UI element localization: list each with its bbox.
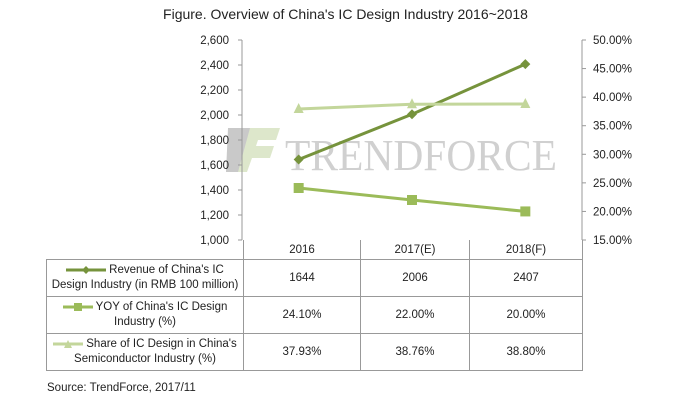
data-point-diamond <box>520 59 531 70</box>
table-cell: 2006 <box>360 259 470 297</box>
left-tick-label: 1,600 <box>200 160 229 172</box>
left-tick-label: 1,200 <box>200 210 229 222</box>
data-point-triangle <box>520 98 531 108</box>
data-point-square <box>520 206 531 217</box>
right-tick-label: 50.00% <box>593 35 632 47</box>
right-tick-label: 25.00% <box>593 178 632 190</box>
table-cell: 2407 <box>469 259 583 297</box>
right-tick-label: 15.00% <box>593 235 632 247</box>
legend-share: Share of IC Design in China's Semiconduc… <box>46 333 244 371</box>
legend-yoy: YOY of China's IC Design Industry (%) <box>46 296 244 334</box>
data-table: 2016 2017(E) 2018(F) Revenue of China's … <box>46 240 583 371</box>
left-tick-label: 2,000 <box>200 110 229 122</box>
table-cell: 24.10% <box>243 296 361 334</box>
data-point-triangle <box>293 102 304 113</box>
left-tick-label: 2,600 <box>200 35 229 47</box>
watermark-logo: TRENDFORCE <box>226 128 557 180</box>
table-cell: 22.00% <box>360 296 470 334</box>
chart-title: Figure. Overview of China's IC Design In… <box>163 6 528 22</box>
data-point-square <box>407 195 417 205</box>
column-header: 2018(F) <box>469 240 583 260</box>
right-tick-label: 30.00% <box>593 149 632 161</box>
table-cell: 38.80% <box>469 333 583 371</box>
table-row: Revenue of China's IC Design Industry (i… <box>46 259 583 297</box>
left-tick-label: 1,400 <box>200 185 229 197</box>
data-point-diamond <box>293 154 304 165</box>
left-tick-label: 1,000 <box>200 235 229 247</box>
table-cell: 1644 <box>243 259 361 297</box>
table-cell: 37.93% <box>243 333 361 371</box>
data-point-diamond <box>407 109 417 120</box>
table-cell: 20.00% <box>469 296 583 334</box>
left-tick-label: 1,800 <box>200 135 229 147</box>
right-tick-label: 35.00% <box>593 121 632 133</box>
right-tick-label: 45.00% <box>593 64 632 76</box>
triangle-marker-icon <box>53 339 84 348</box>
data-point-square <box>293 183 304 193</box>
right-tick-label: 40.00% <box>593 92 632 104</box>
data-point-triangle <box>407 98 417 109</box>
table-header-row: 2016 2017(E) 2018(F) <box>47 240 583 260</box>
right-tick-label: 20.00% <box>593 206 632 218</box>
column-header: 2016 <box>243 240 361 260</box>
diamond-marker-icon <box>66 265 107 274</box>
left-tick-label: 2,400 <box>200 60 229 72</box>
table-cell: 38.76% <box>360 333 470 371</box>
square-marker-icon <box>62 302 93 311</box>
column-header: 2017(E) <box>360 240 470 260</box>
table-row: YOY of China's IC Design Industry (%) 24… <box>46 296 583 334</box>
left-tick-label: 2,200 <box>200 85 229 97</box>
legend-revenue: Revenue of China's IC Design Industry (i… <box>46 259 244 297</box>
source-note: Source: TrendForce, 2017/11 <box>47 382 196 394</box>
svg-text:TRENDFORCE: TRENDFORCE <box>285 131 557 180</box>
table-row: Share of IC Design in China's Semiconduc… <box>46 333 583 371</box>
